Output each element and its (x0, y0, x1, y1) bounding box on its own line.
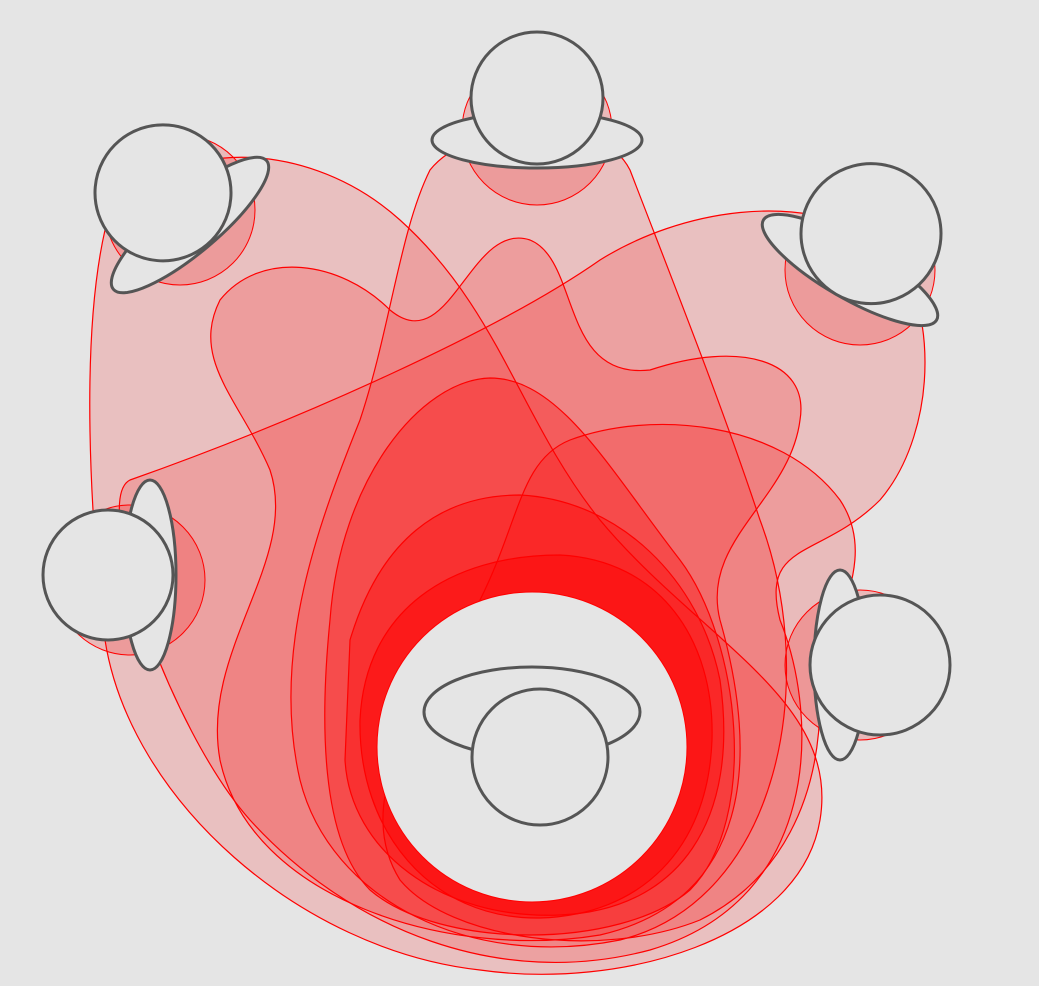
person (93, 123, 271, 295)
person (808, 568, 952, 762)
person (430, 30, 644, 170)
person (422, 665, 642, 827)
people (41, 30, 952, 827)
person (41, 478, 178, 672)
person (760, 162, 943, 328)
blob (118, 210, 926, 963)
